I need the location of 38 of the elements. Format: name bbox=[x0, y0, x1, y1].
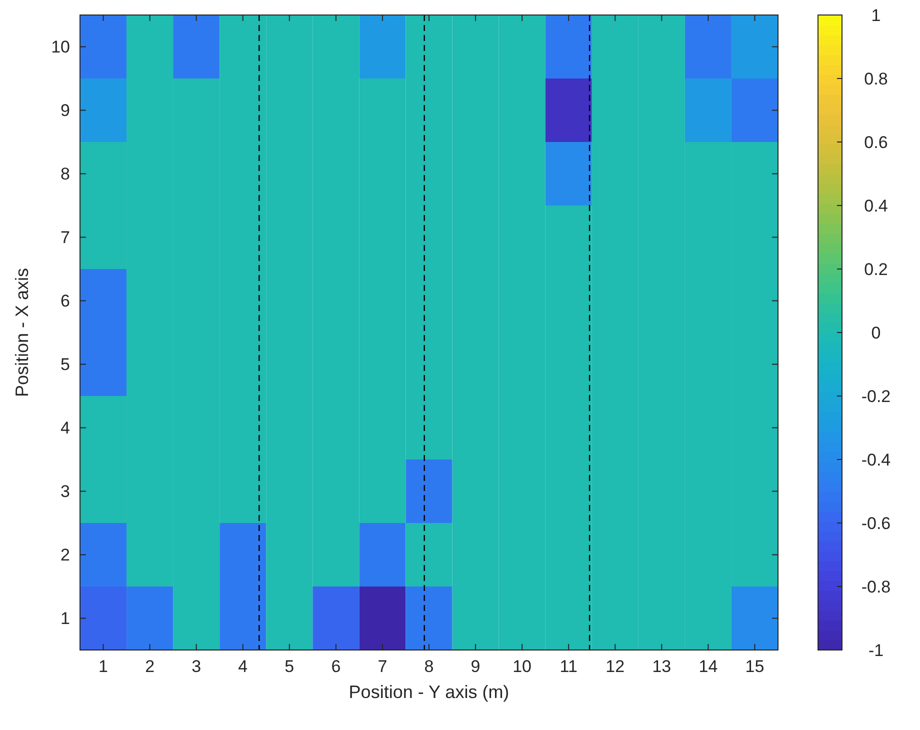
y-tick-label: 1 bbox=[60, 609, 70, 628]
x-tick-label: 7 bbox=[378, 657, 388, 676]
color-bar-label: 1 bbox=[871, 6, 881, 25]
x-tick-label: 8 bbox=[424, 657, 434, 676]
color-bar-label: 0.4 bbox=[864, 196, 888, 216]
y-tick-label: 9 bbox=[60, 101, 70, 120]
x-tick-label: 2 bbox=[145, 657, 155, 676]
x-tick-label: 10 bbox=[512, 657, 532, 676]
x-tick-label: 11 bbox=[560, 657, 578, 676]
color-bar-label: -1 bbox=[868, 640, 884, 660]
x-tick-label: 3 bbox=[192, 657, 202, 676]
y-tick-label: 7 bbox=[60, 228, 70, 248]
color-bar-label: -0.8 bbox=[861, 577, 891, 596]
color-bar-label: -0.2 bbox=[861, 386, 891, 406]
color-bar-label: 0 bbox=[871, 323, 881, 342]
color-bar-label: -0.6 bbox=[861, 514, 891, 533]
color-bar-label: 0.2 bbox=[864, 260, 888, 279]
y-tick-label: 5 bbox=[60, 355, 70, 374]
y-tick-label: 3 bbox=[60, 482, 70, 502]
x-tick-label: 14 bbox=[698, 657, 718, 676]
y-tick-label: 4 bbox=[60, 418, 70, 438]
x-tick-label: 13 bbox=[652, 657, 672, 676]
y-tick-label: 2 bbox=[60, 546, 70, 565]
x-tick-label: 6 bbox=[331, 657, 341, 676]
color-bar-label: 0.6 bbox=[864, 132, 888, 152]
x-tick-label: 9 bbox=[470, 657, 480, 676]
y-tick-label: 10 bbox=[51, 38, 70, 57]
x-axis-title: Position - Y axis (m) bbox=[348, 682, 510, 702]
x-tick-label: 4 bbox=[238, 657, 248, 676]
x-tick-label: 1 bbox=[98, 657, 108, 676]
x-tick-label: 15 bbox=[745, 657, 764, 676]
color-bar-label: 0.8 bbox=[864, 69, 888, 88]
color-bar-label: -0.4 bbox=[861, 450, 891, 470]
y-tick-label: 8 bbox=[60, 164, 70, 184]
x-tick-label: 12 bbox=[606, 657, 625, 676]
y-tick-label: 6 bbox=[60, 292, 70, 311]
y-axis-title: Position - X axis bbox=[12, 268, 32, 398]
x-tick-label: 5 bbox=[284, 657, 294, 676]
